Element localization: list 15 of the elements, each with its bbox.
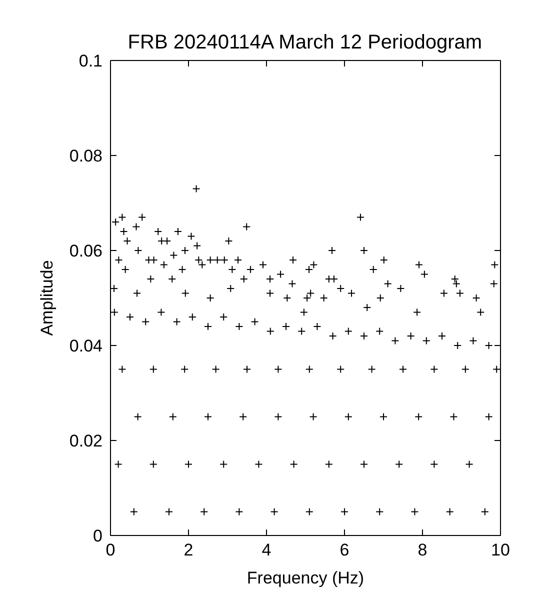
y-tick-label: 0.04 [69, 336, 103, 356]
y-axis-title: Amplitude [37, 260, 56, 336]
x-axis-title: Frequency (Hz) [246, 568, 364, 588]
y-tick-label: 0.02 [69, 432, 103, 450]
x-tick-label: 10 [491, 540, 510, 560]
x-tick-label: 8 [418, 540, 428, 560]
x-tick-label: 0 [106, 540, 116, 560]
x-tick-label: 4 [262, 540, 272, 560]
x-tick-label: 6 [340, 540, 350, 560]
x-tick-label: 2 [184, 540, 194, 560]
y-tick-label: 0.1 [78, 52, 103, 70]
y-tick-label: 0 [93, 526, 103, 546]
chart-title: FRB 20240114A March 12 Periodogram [128, 32, 482, 54]
y-tick-label: 0.08 [69, 146, 103, 166]
y-tick-label: 0.06 [69, 242, 103, 260]
